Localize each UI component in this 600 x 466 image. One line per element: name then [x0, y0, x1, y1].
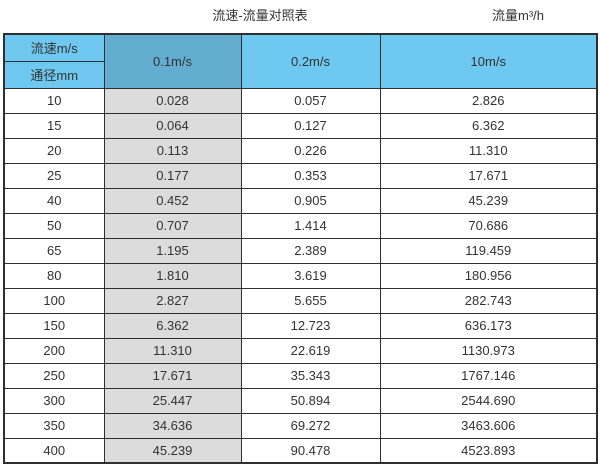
- table-row: 40 0.452 0.905 45.239: [3, 187, 598, 214]
- table-header: 流速m/s 0.1m/s 0.2m/s 10m/s 通径mm: [3, 33, 598, 89]
- flow-value-cell: 90.478: [240, 437, 381, 464]
- table-row: 150 6.362 12.723 636.173: [3, 312, 598, 339]
- corner-cell-diameter: 通径mm: [3, 60, 105, 89]
- flow-value-cell: 0.127: [240, 112, 381, 139]
- diameter-cell: 250: [3, 362, 105, 389]
- flow-value-cell: 17.671: [103, 362, 242, 389]
- header-row-bottom: 通径mm: [3, 60, 597, 89]
- flow-value-cell: 2.389: [240, 237, 381, 264]
- flow-value-cell: 3.619: [240, 262, 381, 289]
- flow-value-cell: 6.362: [103, 312, 242, 339]
- flow-value-cell: 17.671: [379, 162, 598, 189]
- table-row: 20 0.113 0.226 11.310: [3, 137, 598, 164]
- flow-value-cell: 45.239: [103, 437, 242, 464]
- flow-value-cell: 1.414: [240, 212, 381, 239]
- table-row: 80 1.810 3.619 180.956: [3, 262, 598, 289]
- column-header-0-1ms: 0.1m/s: [103, 33, 242, 89]
- table-row: 65 1.195 2.389 119.459: [3, 237, 598, 264]
- diameter-cell: 50: [3, 212, 105, 239]
- flow-value-cell: 180.956: [379, 262, 598, 289]
- flow-value-cell: 45.239: [379, 187, 598, 214]
- flow-value-cell: 0.452: [103, 187, 242, 214]
- diameter-cell: 300: [3, 387, 105, 414]
- table-body: 10 0.028 0.057 2.826 15 0.064 0.127 6.362 20 0.11…: [3, 87, 598, 464]
- table-row: 15 0.064 0.127 6.362: [3, 112, 598, 139]
- diameter-cell: 400: [3, 437, 105, 464]
- flow-value-cell: 4523.893: [379, 437, 598, 464]
- diameter-cell: 150: [3, 312, 105, 339]
- table-row: 10 0.028 0.057 2.826: [3, 87, 598, 114]
- table-row: 400 45.239 90.478 4523.893: [3, 437, 598, 464]
- table-row: 250 17.671 35.343 1767.146: [3, 362, 598, 389]
- flow-value-cell: 0.905: [240, 187, 381, 214]
- column-header-10ms: 10m/s: [379, 33, 598, 89]
- flow-value-cell: 34.636: [103, 412, 242, 439]
- flow-value-cell: 0.353: [240, 162, 381, 189]
- diameter-cell: 65: [3, 237, 105, 264]
- flow-value-cell: 69.272: [240, 412, 381, 439]
- flow-value-cell: 11.310: [103, 337, 242, 364]
- flow-value-cell: 1130.973: [379, 337, 598, 364]
- flow-value-cell: 2.826: [379, 87, 598, 114]
- flow-value-cell: 636.173: [379, 312, 598, 339]
- table-row: 350 34.636 69.272 3463.606: [3, 412, 598, 439]
- header-row-top: 流速m/s 0.1m/s 0.2m/s 10m/s: [3, 33, 598, 89]
- flow-value-cell: 282.743: [379, 287, 598, 314]
- table-row: 300 25.447 50.894 2544.690: [3, 387, 598, 414]
- diameter-cell: 10: [3, 87, 105, 114]
- flow-value-cell: 1.810: [103, 262, 242, 289]
- flow-value-cell: 2.827: [103, 287, 242, 314]
- flow-value-cell: 6.362: [379, 112, 598, 139]
- flow-value-cell: 119.459: [379, 237, 598, 264]
- table-row: 25 0.177 0.353 17.671: [3, 162, 598, 189]
- flow-value-cell: 25.447: [103, 387, 242, 414]
- flow-value-cell: 0.226: [240, 137, 381, 164]
- table-row: 50 0.707 1.414 70.686: [3, 212, 598, 239]
- flow-value-cell: 0.113: [103, 137, 242, 164]
- flow-value-cell: 1.195: [103, 237, 242, 264]
- flow-value-cell: 11.310: [379, 137, 598, 164]
- flow-value-cell: 1767.146: [379, 362, 598, 389]
- diameter-cell: 100: [3, 287, 105, 314]
- flow-value-cell: 22.619: [240, 337, 381, 364]
- flow-value-cell: 0.177: [103, 162, 242, 189]
- diameter-cell: 15: [3, 112, 105, 139]
- diameter-cell: 25: [3, 162, 105, 189]
- flow-velocity-table: 流速m/s 0.1m/s 0.2m/s 10m/s 通径mm 10 0.028 0.…: [3, 33, 598, 464]
- flow-value-cell: 0.028: [103, 87, 242, 114]
- table-row: 100 2.827 5.655 282.743: [3, 287, 598, 314]
- flow-value-cell: 12.723: [240, 312, 381, 339]
- flow-value-cell: 3463.606: [379, 412, 598, 439]
- table-title: 流速-流量对照表: [212, 8, 308, 23]
- corner-cell-velocity: 流速m/s: [3, 33, 105, 62]
- flow-value-cell: 5.655: [240, 287, 381, 314]
- flow-value-cell: 0.064: [103, 112, 242, 139]
- flow-unit-label: 流量m³/h: [491, 8, 544, 23]
- column-header-0-2ms: 0.2m/s: [240, 33, 381, 89]
- diameter-cell: 80: [3, 262, 105, 289]
- diameter-cell: 40: [3, 187, 105, 214]
- diameter-cell: 200: [3, 337, 105, 364]
- flow-value-cell: 35.343: [240, 362, 381, 389]
- flow-value-cell: 70.686: [379, 212, 598, 239]
- flow-value-cell: 0.707: [103, 212, 242, 239]
- flow-value-cell: 2544.690: [379, 387, 598, 414]
- diameter-cell: 350: [3, 412, 105, 439]
- diameter-cell: 20: [3, 137, 105, 164]
- flow-value-cell: 0.057: [240, 87, 381, 114]
- flow-value-cell: 50.894: [240, 387, 381, 414]
- table-row: 200 11.310 22.619 1130.973: [3, 337, 598, 364]
